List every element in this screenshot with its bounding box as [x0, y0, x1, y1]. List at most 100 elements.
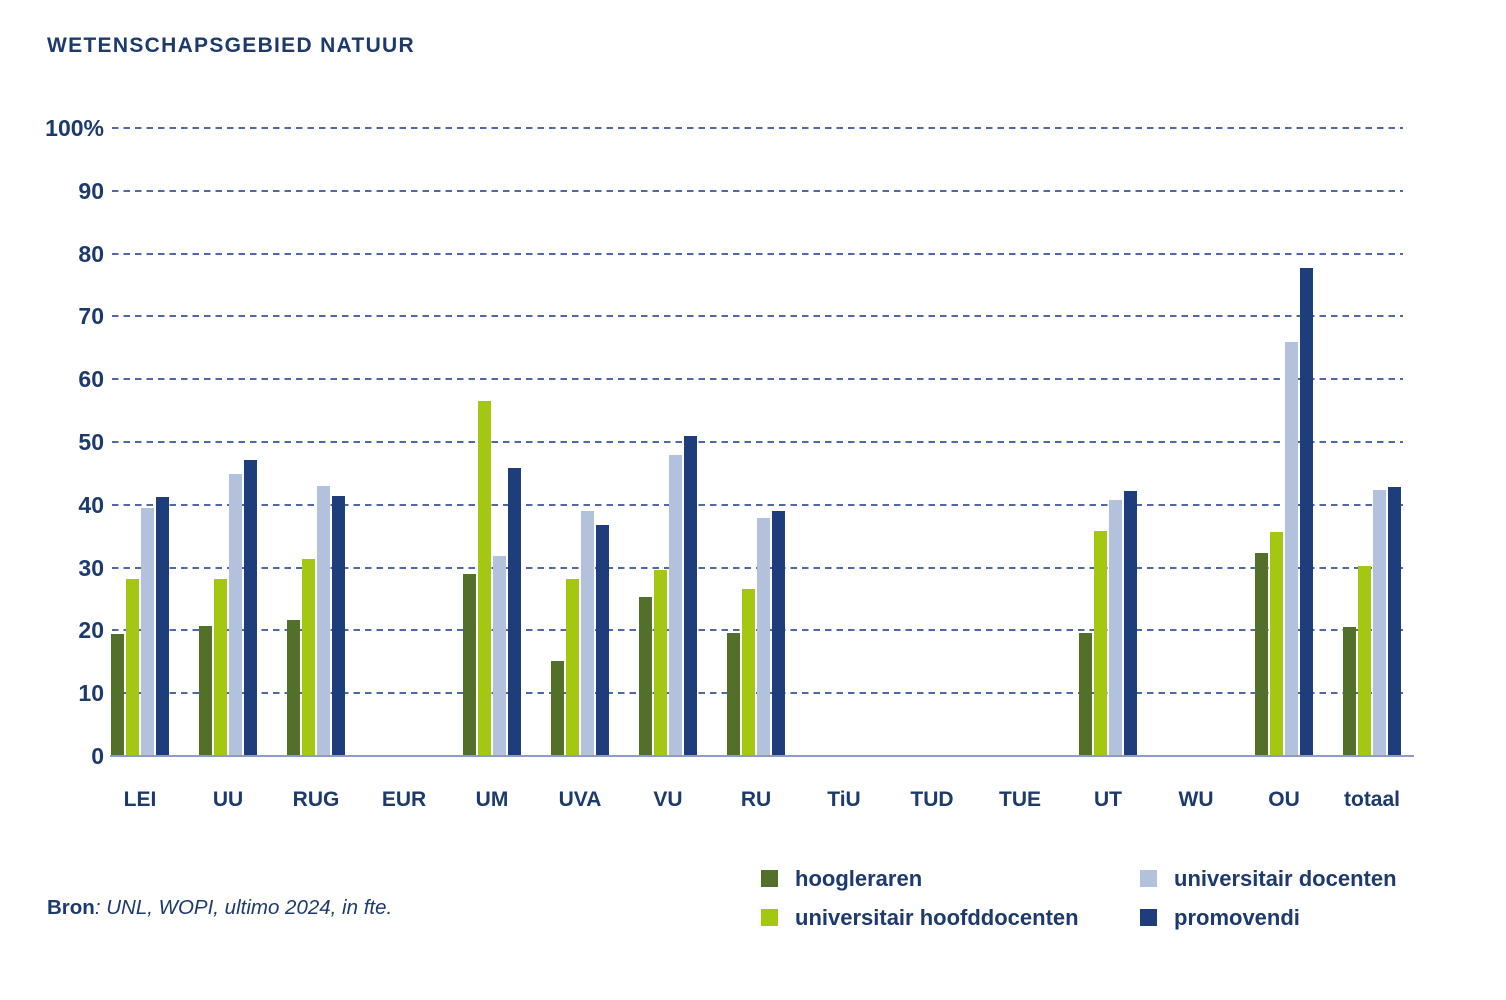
gridline — [112, 127, 1403, 129]
source-label: Bron — [47, 896, 95, 919]
bar-hoogleraren — [1343, 626, 1356, 755]
legend: hoogleraren universitair docenten universi… — [761, 866, 1397, 931]
legend-item-universitair-docenten: universitair docenten — [1140, 866, 1397, 892]
bar-universitair-docenten — [669, 454, 682, 755]
y-axis-tick-label: 30 — [78, 554, 104, 581]
bar-universitair-docenten — [1285, 342, 1298, 755]
bar-promovendi — [684, 435, 697, 755]
source-note: Bron: UNL, WOPI, ultimo 2024, in fte. — [47, 896, 392, 920]
x-axis-category-label: UM — [475, 788, 509, 811]
gridline — [112, 189, 1403, 192]
y-axis-tick-label: 40 — [78, 491, 104, 518]
y-axis-tick-label: 70 — [78, 303, 104, 330]
gridline — [112, 503, 1403, 506]
bar-hoogleraren — [1255, 552, 1268, 755]
bar-promovendi — [508, 468, 521, 755]
y-axis-tick-label: 0 — [91, 743, 104, 769]
bar-promovendi — [596, 525, 609, 755]
x-axis-category-label: RUG — [292, 788, 340, 811]
legend-swatch-universitair-hoofddocenten — [761, 909, 778, 926]
x-axis-category-label: LEI — [123, 788, 157, 811]
bar-universitair-hoofddocenten — [654, 569, 667, 755]
bar-promovendi — [1300, 267, 1313, 755]
bar-universitair-docenten — [1109, 500, 1122, 755]
bar-universitair-hoofddocenten — [566, 579, 579, 755]
x-axis-category-label: TUD — [910, 788, 954, 811]
source-text: : UNL, WOPI, ultimo 2024, in fte. — [94, 896, 393, 919]
bar-universitair-hoofddocenten — [1270, 532, 1283, 755]
bar-universitair-hoofddocenten — [1358, 565, 1371, 755]
bar-universitair-docenten — [229, 474, 242, 755]
bar-universitair-docenten — [141, 507, 154, 755]
gridline — [112, 378, 1403, 381]
bar-hoogleraren — [1079, 632, 1092, 755]
bar-group-lei — [111, 127, 169, 755]
bar-group-uu — [199, 127, 257, 755]
bar-group-uva — [551, 127, 609, 755]
bar-universitair-hoofddocenten — [214, 579, 227, 755]
bar-hoogleraren — [463, 574, 476, 755]
y-axis-tick-label: 100% — [45, 115, 104, 141]
y-axis-tick-label: 20 — [78, 617, 104, 644]
bar-hoogleraren — [727, 632, 740, 755]
y-axis-tick-label: 10 — [78, 680, 104, 707]
y-axis-tick-label: 80 — [78, 240, 104, 267]
bar-group-rug — [287, 127, 345, 755]
x-axis-category-label: EUR — [381, 788, 427, 811]
bar-promovendi — [244, 460, 257, 755]
y-axis-tick-label: 60 — [78, 366, 104, 393]
bar-universitair-hoofddocenten — [302, 559, 315, 755]
y-axis-tick-label: 90 — [78, 177, 104, 204]
bar-hoogleraren — [199, 625, 212, 755]
legend-label: universitair docenten — [1174, 866, 1397, 891]
plot-area — [110, 127, 1414, 757]
bar-universitair-docenten — [317, 486, 330, 755]
bar-group-um — [463, 127, 521, 755]
bar-universitair-docenten — [1373, 489, 1386, 755]
bar-promovendi — [1388, 486, 1401, 755]
x-axis-category-label: totaal — [1343, 788, 1401, 811]
legend-label: universitair hoofddocenten — [795, 905, 1079, 930]
bar-universitair-hoofddocenten — [478, 400, 491, 755]
legend-label: promovendi — [1174, 905, 1300, 930]
gridline — [112, 441, 1403, 443]
bar-promovendi — [332, 496, 345, 755]
legend-swatch-universitair-docenten — [1140, 870, 1157, 887]
legend-item-hoogleraren: hoogleraren — [761, 866, 1140, 892]
chart-title: WETENSCHAPSGEBIED NATUUR — [47, 34, 415, 57]
x-axis-category-label: VU — [653, 788, 683, 811]
x-axis-category-label: RU — [740, 788, 772, 811]
bar-group-ou — [1255, 127, 1313, 755]
x-axis-category-label: TiU — [827, 788, 861, 811]
bar-promovendi — [156, 496, 169, 755]
legend-swatch-promovendi — [1140, 909, 1157, 926]
x-axis-category-label: WU — [1178, 788, 1214, 811]
bar-group-vu — [639, 127, 697, 755]
x-axis-category-label: UVA — [558, 788, 602, 811]
bar-universitair-docenten — [757, 518, 770, 755]
legend-swatch-hoogleraren — [761, 870, 778, 887]
x-axis-category-label: TUE — [999, 788, 1041, 811]
gridline — [112, 315, 1403, 318]
gridline — [112, 252, 1403, 255]
bar-group-totaal — [1343, 127, 1401, 755]
bar-hoogleraren — [639, 596, 652, 755]
bar-universitair-docenten — [493, 555, 506, 755]
legend-label: hoogleraren — [795, 866, 923, 891]
x-axis-category-label: UT — [1094, 788, 1122, 811]
legend-item-promovendi: promovendi — [1140, 905, 1397, 931]
bar-promovendi — [1124, 490, 1137, 755]
bar-group-ut — [1079, 127, 1137, 755]
bar-universitair-hoofddocenten — [1094, 530, 1107, 755]
bar-promovendi — [772, 510, 785, 755]
bar-hoogleraren — [551, 660, 564, 755]
bar-universitair-docenten — [581, 510, 594, 755]
x-axis-category-label: UU — [212, 788, 244, 811]
x-axis-category-label: OU — [1268, 788, 1300, 811]
legend-item-universitair-hoofddocenten: universitair hoofddocenten — [761, 905, 1140, 931]
bar-universitair-hoofddocenten — [742, 588, 755, 755]
bar-universitair-hoofddocenten — [126, 579, 139, 755]
bar-hoogleraren — [111, 634, 124, 755]
bar-group-ru — [727, 127, 785, 755]
